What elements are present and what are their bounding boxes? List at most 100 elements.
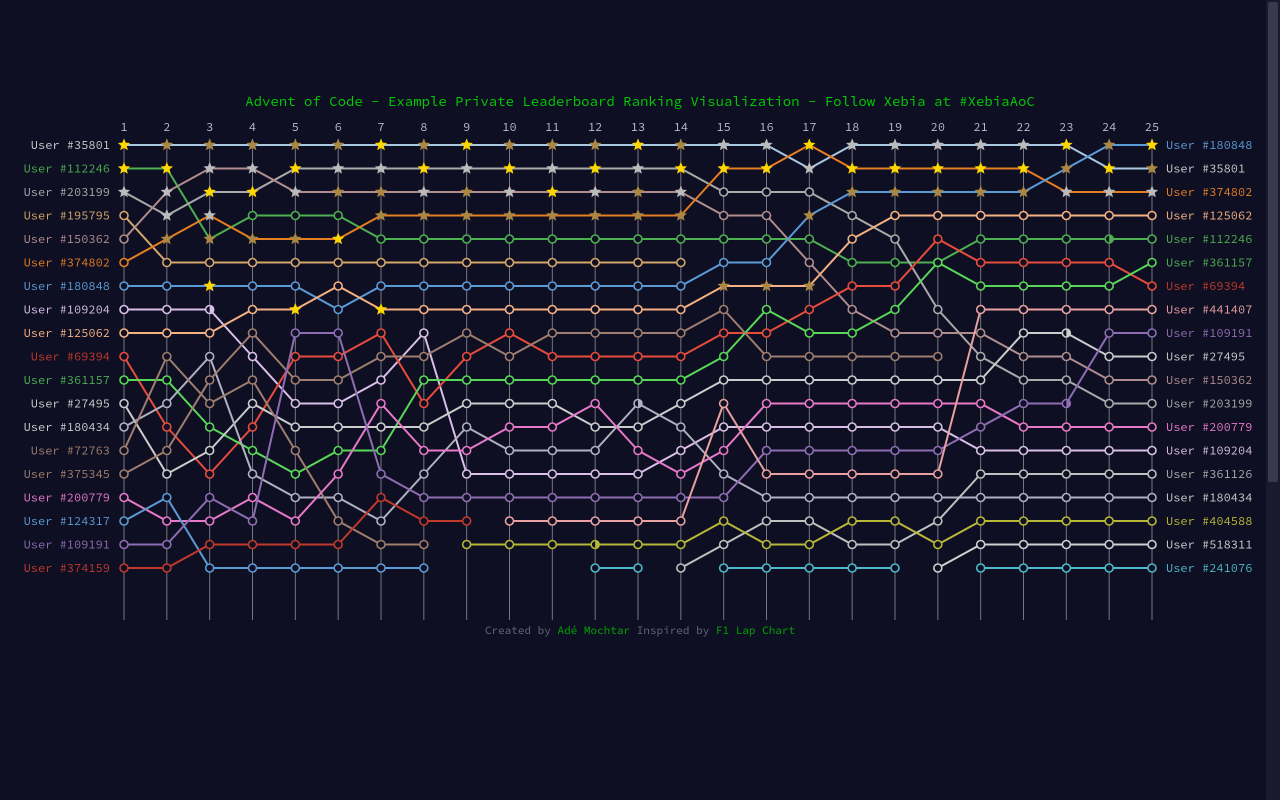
rank-marker	[677, 564, 685, 572]
right-label: User #27495	[1166, 350, 1245, 365]
rank-marker	[805, 329, 813, 337]
rank-marker	[249, 353, 257, 361]
left-label: User #180848	[24, 279, 110, 294]
rank-marker	[420, 400, 428, 408]
rank-marker	[805, 400, 813, 408]
svg-text:16: 16	[759, 120, 773, 135]
rank-marker	[591, 329, 599, 337]
rank-marker	[1062, 564, 1070, 572]
rank-marker	[463, 259, 471, 267]
rank-marker	[1062, 259, 1070, 267]
rank-marker	[420, 282, 428, 290]
rank-marker	[805, 306, 813, 314]
rank-marker	[420, 376, 428, 384]
rank-marker	[977, 400, 985, 408]
rank-marker	[1062, 353, 1070, 361]
rank-marker	[1020, 447, 1028, 455]
rank-marker	[163, 400, 171, 408]
rank-marker	[763, 470, 771, 478]
rank-marker	[891, 470, 899, 478]
rank-marker	[1062, 541, 1070, 549]
rank-marker	[120, 282, 128, 290]
left-label: User #203199	[24, 185, 110, 200]
rank-marker	[163, 353, 171, 361]
rank-marker	[1148, 259, 1156, 267]
inspiration-link[interactable]: F1 Lap Chart	[716, 624, 795, 638]
rank-marker	[891, 329, 899, 337]
rank-marker	[934, 212, 942, 220]
rank-marker	[1148, 517, 1156, 525]
rank-marker	[763, 541, 771, 549]
rank-marker	[591, 517, 599, 525]
rank-marker	[805, 376, 813, 384]
svg-text:10: 10	[502, 120, 516, 135]
right-label: User #374802	[1166, 185, 1252, 200]
rank-marker	[249, 494, 257, 502]
svg-text:21: 21	[973, 120, 987, 135]
right-label: User #109204	[1166, 444, 1252, 459]
rank-marker	[206, 353, 214, 361]
rank-marker	[548, 494, 556, 502]
rank-marker	[677, 400, 685, 408]
rank-marker	[1020, 494, 1028, 502]
rank-marker	[591, 564, 599, 572]
rank-marker	[934, 494, 942, 502]
rank-marker	[677, 306, 685, 314]
rank-marker	[677, 259, 685, 267]
rank-marker	[677, 517, 685, 525]
rank-marker	[377, 517, 385, 525]
rank-marker	[506, 235, 514, 243]
rank-marker	[506, 282, 514, 290]
rank-marker	[805, 517, 813, 525]
rank-marker	[720, 494, 728, 502]
rank-marker	[548, 259, 556, 267]
rank-marker	[934, 376, 942, 384]
rank-marker	[291, 329, 299, 337]
rank-marker	[420, 517, 428, 525]
rank-marker	[763, 494, 771, 502]
rank-marker	[720, 517, 728, 525]
svg-text:25: 25	[1145, 120, 1159, 135]
rank-marker	[120, 259, 128, 267]
rank-marker	[977, 541, 985, 549]
svg-text:15: 15	[716, 120, 730, 135]
left-label: User #109191	[24, 538, 110, 553]
rank-marker	[591, 353, 599, 361]
rank-marker	[206, 517, 214, 525]
rank-marker	[506, 329, 514, 337]
svg-text:4: 4	[249, 120, 256, 135]
rank-marker	[848, 259, 856, 267]
rank-marker	[677, 494, 685, 502]
rank-marker	[1020, 259, 1028, 267]
rank-marker	[420, 423, 428, 431]
rank-marker	[463, 447, 471, 455]
rank-marker	[1062, 306, 1070, 314]
scrollbar[interactable]	[1266, 0, 1280, 800]
rank-marker	[249, 564, 257, 572]
rank-marker	[1020, 353, 1028, 361]
rank-marker	[891, 212, 899, 220]
rank-marker	[291, 376, 299, 384]
rank-marker	[120, 541, 128, 549]
rank-marker	[463, 235, 471, 243]
rank-marker	[591, 400, 599, 408]
rank-marker	[206, 376, 214, 384]
rank-marker	[377, 494, 385, 502]
left-label: User #125062	[24, 326, 110, 341]
rank-marker	[291, 470, 299, 478]
rank-marker	[334, 376, 342, 384]
rank-marker	[977, 235, 985, 243]
rank-marker	[634, 564, 642, 572]
author-link[interactable]: Adé Mochtar	[557, 624, 630, 638]
left-label: User #375345	[24, 467, 110, 482]
rank-marker	[163, 541, 171, 549]
rank-marker	[420, 564, 428, 572]
rank-marker	[249, 282, 257, 290]
rank-marker	[1105, 400, 1113, 408]
rank-marker	[334, 564, 342, 572]
rank-marker	[1062, 470, 1070, 478]
svg-text:12: 12	[588, 120, 602, 135]
rank-marker	[763, 353, 771, 361]
rank-marker	[334, 329, 342, 337]
rank-marker	[291, 259, 299, 267]
